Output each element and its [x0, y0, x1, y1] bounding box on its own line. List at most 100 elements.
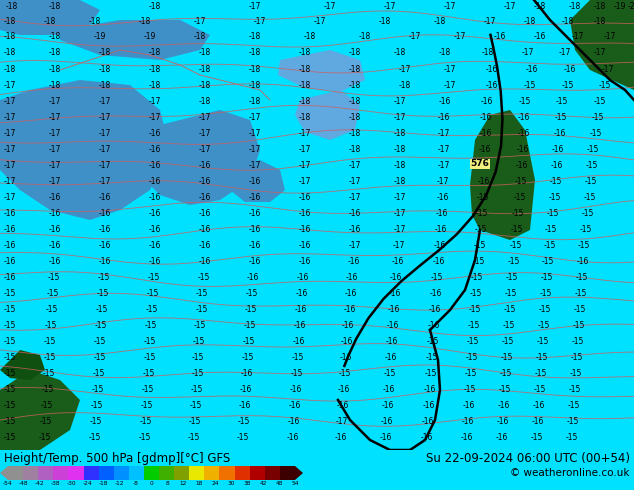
Text: -15: -15	[464, 385, 476, 393]
Text: -15: -15	[147, 289, 159, 297]
Text: -18: -18	[199, 80, 211, 90]
Text: -15: -15	[4, 433, 16, 441]
Text: 12: 12	[179, 481, 187, 486]
Text: -16: -16	[532, 416, 544, 425]
Text: -18: -18	[304, 32, 316, 42]
Text: -17: -17	[194, 18, 206, 26]
Text: -16: -16	[199, 256, 211, 266]
Text: -17: -17	[4, 176, 16, 186]
Bar	[8, 466, 23, 480]
Polygon shape	[278, 50, 365, 92]
Text: -18: -18	[4, 65, 16, 74]
Text: -16: -16	[479, 161, 491, 170]
Text: -16: -16	[293, 337, 305, 345]
Text: -17: -17	[444, 65, 456, 74]
Text: -15: -15	[47, 289, 59, 297]
Text: -15: -15	[511, 224, 523, 234]
Text: -15: -15	[531, 433, 543, 441]
Text: -15: -15	[189, 416, 201, 425]
Polygon shape	[0, 350, 45, 380]
Text: -18: -18	[89, 18, 101, 26]
Text: -17: -17	[522, 49, 534, 57]
Text: -15: -15	[41, 400, 53, 410]
Text: -15: -15	[502, 337, 514, 345]
Text: -16: -16	[518, 128, 530, 138]
Text: -15: -15	[4, 337, 16, 345]
Text: 576: 576	[470, 160, 489, 169]
Text: -18: -18	[534, 2, 546, 11]
Bar	[38, 466, 53, 480]
Text: -17: -17	[49, 128, 61, 138]
Text: -15: -15	[473, 256, 485, 266]
Text: -16: -16	[288, 416, 300, 425]
Text: -16: -16	[461, 433, 473, 441]
Text: -15: -15	[537, 337, 549, 345]
Text: -15: -15	[92, 385, 104, 393]
Text: -18: -18	[199, 49, 211, 57]
Text: 48: 48	[275, 481, 283, 486]
Text: -18: -18	[99, 80, 111, 90]
Text: -16: -16	[497, 416, 509, 425]
Text: -16: -16	[554, 128, 566, 138]
Text: -16: -16	[421, 433, 433, 441]
Text: -15: -15	[141, 400, 153, 410]
Text: -16: -16	[249, 224, 261, 234]
Text: -16: -16	[299, 193, 311, 201]
Text: -17: -17	[149, 113, 161, 122]
Text: -18: -18	[299, 49, 311, 57]
Text: -17: -17	[4, 97, 16, 105]
Bar	[204, 466, 219, 480]
Text: -16: -16	[49, 209, 61, 218]
Text: -15: -15	[94, 352, 106, 362]
Text: -15: -15	[39, 433, 51, 441]
Text: -15: -15	[465, 368, 477, 377]
Text: -16: -16	[49, 224, 61, 234]
Text: -18: -18	[249, 97, 261, 105]
Text: -15: -15	[499, 385, 511, 393]
Text: -15: -15	[519, 97, 531, 105]
Text: 0: 0	[150, 481, 153, 486]
Text: 38: 38	[243, 481, 251, 486]
Text: -15: -15	[580, 224, 592, 234]
Text: -16: -16	[4, 241, 16, 249]
Text: -18: -18	[6, 2, 18, 11]
Bar	[280, 466, 295, 480]
Text: -16: -16	[199, 241, 211, 249]
Bar	[159, 466, 174, 480]
Polygon shape	[60, 20, 210, 60]
Text: -18: -18	[299, 97, 311, 105]
Text: -15: -15	[539, 304, 551, 314]
Text: -15: -15	[242, 352, 254, 362]
Text: -16: -16	[480, 128, 492, 138]
Text: -18: -18	[394, 161, 406, 170]
Text: -16: -16	[422, 416, 434, 425]
Text: -15: -15	[575, 289, 587, 297]
Text: -15: -15	[245, 304, 257, 314]
Text: -16: -16	[430, 289, 442, 297]
Text: -18: -18	[149, 49, 161, 57]
Text: -17: -17	[199, 113, 211, 122]
Text: 8: 8	[165, 481, 169, 486]
Text: -16: -16	[99, 256, 111, 266]
Text: -16: -16	[199, 161, 211, 170]
Text: -15: -15	[505, 289, 517, 297]
Text: -17: -17	[99, 97, 111, 105]
Text: -16: -16	[199, 193, 211, 201]
Text: -15: -15	[95, 320, 107, 329]
Text: -18: -18	[349, 97, 361, 105]
Text: -17: -17	[559, 49, 571, 57]
Text: -17: -17	[4, 161, 16, 170]
Text: -15: -15	[192, 352, 204, 362]
Text: -15: -15	[503, 320, 515, 329]
Text: -17: -17	[384, 2, 396, 11]
Text: -15: -15	[91, 400, 103, 410]
Text: -16: -16	[462, 416, 474, 425]
Text: -18: -18	[139, 18, 151, 26]
Text: -17: -17	[299, 176, 311, 186]
Text: -16: -16	[297, 272, 309, 281]
Text: -15: -15	[550, 176, 562, 186]
Text: -48: -48	[19, 481, 29, 486]
Text: -16: -16	[564, 65, 576, 74]
Text: -16: -16	[340, 352, 353, 362]
Polygon shape	[0, 80, 170, 220]
